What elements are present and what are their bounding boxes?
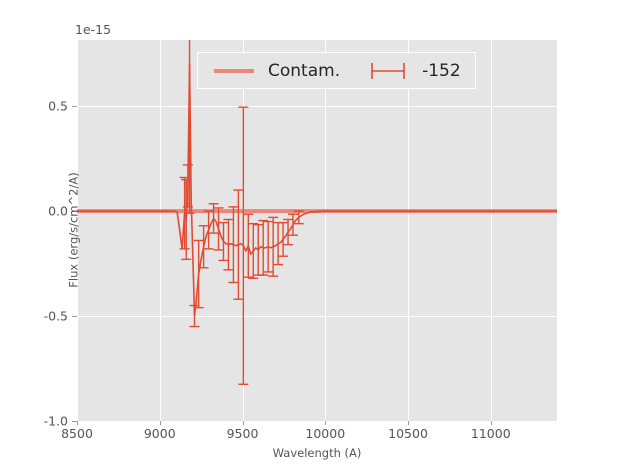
legend-box: Contam. -152	[197, 52, 476, 89]
x-tick-label: 11000	[470, 426, 511, 441]
legend-line-swatch-contam	[212, 62, 256, 80]
y-tick-label: -1.0	[43, 413, 68, 429]
y-axis-offset-text: 1e-15	[75, 22, 112, 37]
legend-label-contam: Contam.	[268, 60, 341, 81]
y-tick-mark	[72, 316, 77, 318]
y-tick-mark	[72, 106, 77, 108]
gridline-horizontal	[77, 106, 557, 108]
gridline-vertical	[408, 40, 410, 421]
legend-entry-contam: Contam.	[212, 61, 340, 81]
y-axis-label: Flux (erg/s/cm^2/A)	[66, 172, 81, 288]
x-tick-mark	[408, 421, 410, 425]
x-tick-label: 8500	[61, 426, 93, 441]
gridline-vertical	[325, 40, 327, 421]
series-data-line	[77, 63, 557, 317]
y-tick-mark	[72, 421, 77, 422]
x-tick-label: 10500	[388, 426, 428, 441]
data-layer	[77, 40, 557, 385]
x-tick-mark	[490, 421, 492, 425]
plot-panel	[77, 40, 557, 421]
x-tick-label: 9500	[226, 426, 259, 441]
y-tick-mark	[72, 211, 77, 213]
x-tick-mark	[325, 421, 327, 425]
y-tick-label: 0.5	[48, 98, 68, 114]
x-tick-mark	[77, 421, 78, 425]
x-axis-label: Wavelength (A)	[272, 446, 362, 460]
x-tick-label: 10000	[305, 426, 346, 441]
gridline-horizontal	[77, 316, 557, 318]
y-tick-label: -0.5	[43, 308, 68, 324]
legend-errorbar-swatch-target	[366, 62, 410, 80]
gridline-vertical	[490, 40, 492, 421]
gridline-vertical	[159, 40, 161, 421]
y-tick-label: 0.0	[48, 203, 68, 219]
x-tick-mark	[159, 421, 161, 425]
x-tick-mark	[242, 421, 244, 425]
legend-label-target: -152	[422, 60, 461, 81]
x-tick-label: 9000	[143, 426, 176, 441]
gridline-vertical	[77, 40, 78, 421]
legend-entry-target: -152	[366, 61, 461, 81]
